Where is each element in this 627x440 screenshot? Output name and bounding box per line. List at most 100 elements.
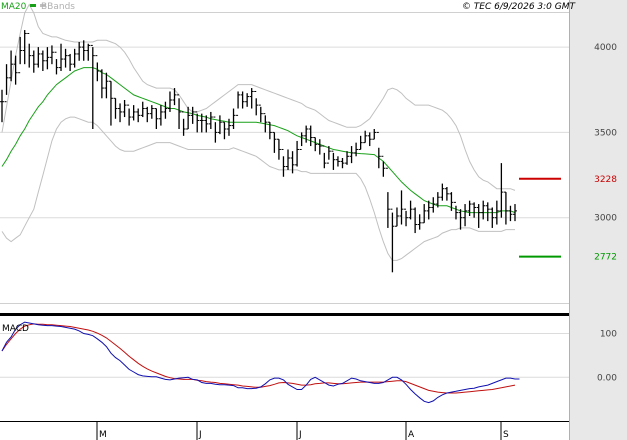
ohlc-bar	[240, 91, 245, 109]
ohlc-bar	[163, 101, 168, 119]
ohlc-bar	[340, 158, 345, 169]
bbands-legend-label: BBands	[41, 2, 75, 12]
ohlc-bar	[186, 106, 191, 130]
macd-signal-line	[1, 323, 516, 394]
ohlc-bar	[77, 42, 82, 61]
ohlc-bar	[208, 111, 213, 129]
ma20-line-group	[1, 67, 516, 214]
ohlc-bar	[290, 151, 295, 174]
ohlc-bar	[254, 90, 259, 116]
ohlc-bar	[127, 104, 132, 126]
ohlc-bar	[467, 200, 472, 216]
price-tick-label: 3500	[594, 128, 617, 138]
ohlc-bar	[490, 207, 495, 228]
ohlc-bar	[236, 91, 241, 116]
price-panel-bottom-border	[0, 303, 569, 304]
ohlc-bar	[118, 103, 123, 123]
ohlc-bar	[295, 140, 300, 167]
ohlc-bar	[331, 150, 336, 170]
ohlc-bar	[167, 91, 172, 112]
ohlc-bar	[381, 155, 386, 177]
ohlc-bar	[404, 208, 409, 227]
ohlc-bar	[86, 43, 91, 61]
support-label: 2772	[594, 253, 617, 263]
right-axis-divider	[569, 0, 570, 440]
ohlc-bar	[154, 108, 159, 129]
ohlc-bar	[299, 132, 304, 150]
ohlc-bar	[513, 204, 517, 222]
ohlc-bar	[90, 44, 95, 129]
ohlc-bar	[267, 121, 272, 140]
ohlc-bar	[136, 108, 141, 123]
ohlc-bar	[31, 50, 36, 73]
ohlc-bar	[213, 116, 218, 143]
ohlc-bar	[0, 89, 4, 123]
ohlc-bar	[195, 111, 200, 133]
ohlc-bar	[435, 192, 440, 208]
ohlc-bar	[317, 139, 322, 155]
ohlc-bar	[59, 43, 64, 71]
macd-panel-bottom-border	[0, 421, 569, 422]
ohlc-bar	[408, 200, 413, 220]
ohlc-bar	[422, 204, 427, 224]
ohlc-bar	[231, 108, 236, 129]
bollinger-bands	[1, 3, 516, 261]
macd-panel-label: MACD	[2, 324, 29, 334]
ohlc-bar	[45, 47, 50, 70]
ohlc-bar	[22, 30, 27, 65]
price-tick-label: 4000	[594, 43, 617, 53]
ohlc-bar	[149, 105, 154, 119]
ohlc-bar	[99, 69, 104, 99]
macd-lines	[1, 321, 520, 404]
ohlc-bar	[499, 163, 504, 218]
ohlc-bar	[304, 125, 309, 143]
right-axis-panel	[569, 0, 627, 440]
ohlc-bar	[204, 115, 209, 133]
panel-divider	[0, 313, 569, 316]
ohlc-bar	[68, 53, 73, 71]
ohlc-bar	[4, 64, 9, 103]
ohlc-bar	[485, 202, 490, 222]
ohlc-bar	[181, 111, 186, 136]
ohlc-bar	[145, 106, 150, 123]
ohlc-bar	[222, 121, 227, 140]
ohlc-bar	[27, 32, 32, 68]
ohlc-bar	[18, 36, 23, 74]
month-label: S	[503, 430, 509, 440]
ohlc-bar	[140, 101, 145, 118]
ohlc-bar	[453, 201, 458, 220]
ohlc-bar	[335, 156, 340, 167]
ohlc-bar	[376, 131, 381, 169]
ohlc-bar	[263, 113, 268, 133]
ohlc-bar	[503, 191, 508, 225]
ohlc-bar	[9, 50, 14, 82]
ohlc-bar	[385, 167, 390, 228]
ohlc-bar	[494, 200, 499, 225]
ohlc-bar	[81, 40, 86, 61]
ohlc-bar	[72, 48, 77, 68]
ohlc-bar	[177, 94, 182, 129]
ohlc-bar	[322, 145, 327, 169]
ohlc-bar	[308, 125, 313, 147]
y-axis-labels: 4000 3500 3000 100 0.00	[594, 43, 617, 383]
ohlc-bar	[199, 113, 204, 133]
ma20-legend-label: MA20	[1, 2, 27, 12]
ohlc-bar	[345, 151, 350, 165]
ohlc-bar	[190, 106, 195, 124]
month-label: J	[298, 430, 302, 440]
ohlc-bar	[358, 135, 363, 150]
ohlc-bar	[426, 200, 431, 220]
price-tick-label: 3000	[594, 214, 617, 224]
ohlc-bar	[108, 80, 113, 126]
ohlc-bar	[458, 209, 463, 230]
panel-top-border	[0, 12, 569, 13]
copyright-text: © TEC 6/9/2026 3:0 GMT	[462, 2, 577, 12]
macd-line	[1, 321, 520, 404]
ohlc-bar	[104, 72, 109, 99]
ohlc-bar	[463, 204, 468, 227]
ohlc-bar	[431, 197, 436, 213]
macd-tick-label: 100	[600, 330, 617, 340]
month-label: A	[408, 430, 415, 440]
ohlc-bar	[399, 190, 404, 225]
